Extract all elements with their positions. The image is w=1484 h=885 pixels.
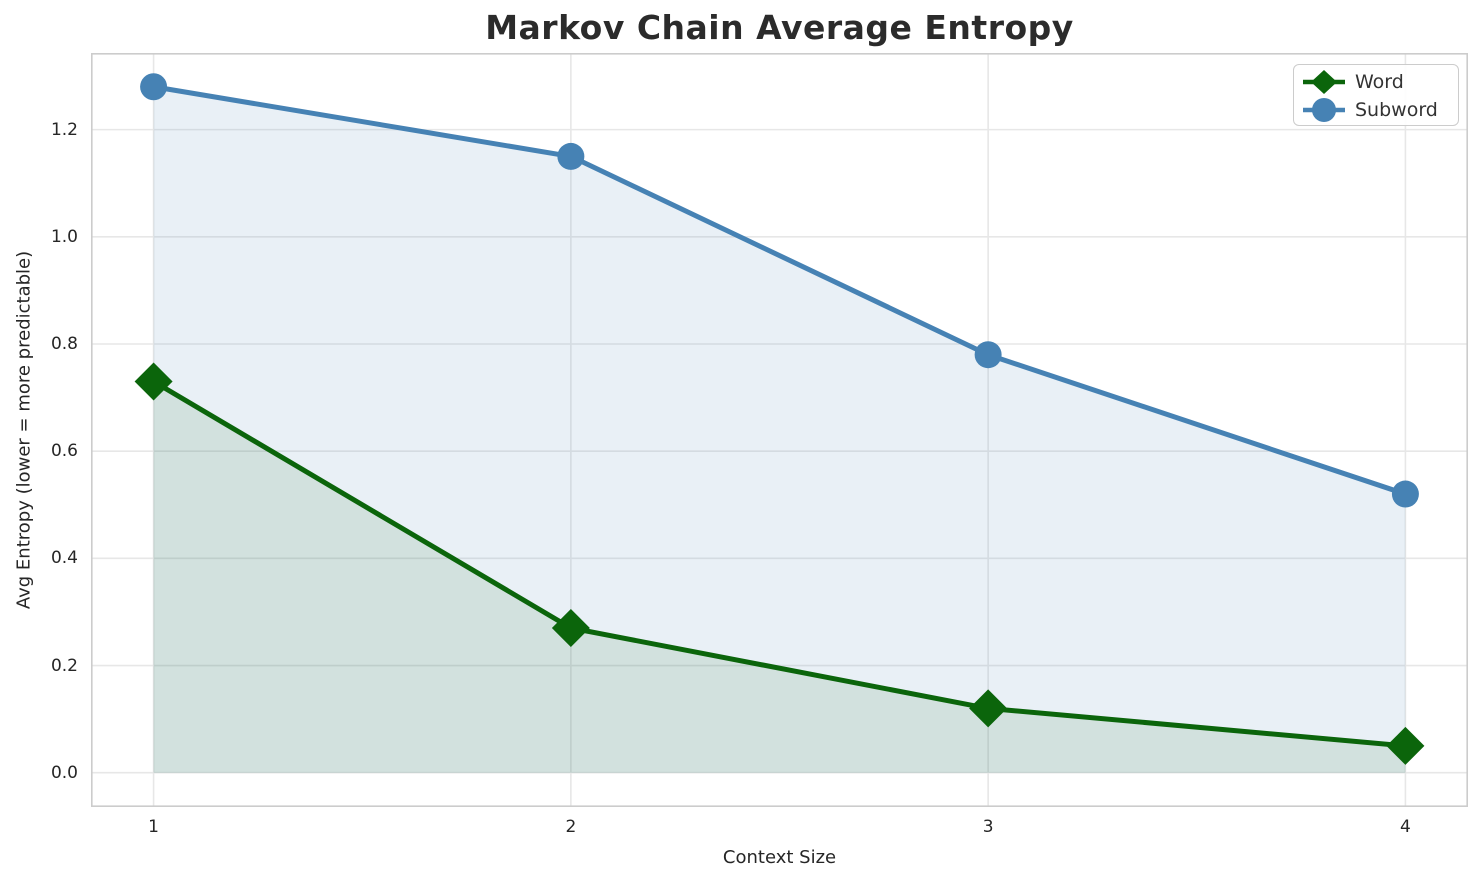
- x-tick-label: 3: [982, 817, 994, 837]
- subword-marker: [140, 73, 168, 101]
- subword-marker: [557, 142, 585, 170]
- y-tick-label: 0.0: [50, 762, 78, 783]
- y-tick-label: 0.2: [50, 655, 78, 676]
- y-tick-label: 0.8: [50, 333, 78, 354]
- legend-label-word: Word: [1355, 71, 1404, 93]
- subword-circle-marker-icon: [1303, 98, 1345, 122]
- x-tick-label: 2: [565, 817, 577, 837]
- legend-item-word: Word: [1302, 68, 1450, 96]
- axes-spines: [91, 53, 1468, 807]
- x-tick-label: 4: [1399, 817, 1411, 837]
- word-marker: [1386, 726, 1425, 765]
- plot-area: [91, 53, 1468, 807]
- word-line: [151, 379, 1408, 749]
- word-marker: [134, 362, 173, 401]
- y-tick-label: 1.0: [50, 226, 78, 247]
- word-marker: [969, 689, 1008, 728]
- y-tick-label: 1.2: [50, 119, 78, 140]
- chart-title: Markov Chain Average Entropy: [485, 8, 1074, 47]
- legend-item-subword: Subword: [1302, 96, 1450, 124]
- y-tick-label: 0.4: [50, 548, 78, 569]
- word-marker: [551, 609, 590, 648]
- legend: Word Subword: [1293, 64, 1459, 126]
- x-axis-label: Context Size: [722, 847, 837, 868]
- legend-label-subword: Subword: [1355, 99, 1438, 121]
- subword-line: [151, 84, 1408, 497]
- word-fill-area: [153, 381, 1406, 773]
- subword-marker: [974, 341, 1002, 369]
- word-diamond-marker-icon: [1303, 70, 1345, 94]
- subword-marker: [1391, 480, 1419, 508]
- subword-fill-area: [153, 86, 1406, 773]
- x-tick-label: 1: [148, 817, 159, 837]
- y-tick-label: 0.6: [50, 441, 78, 462]
